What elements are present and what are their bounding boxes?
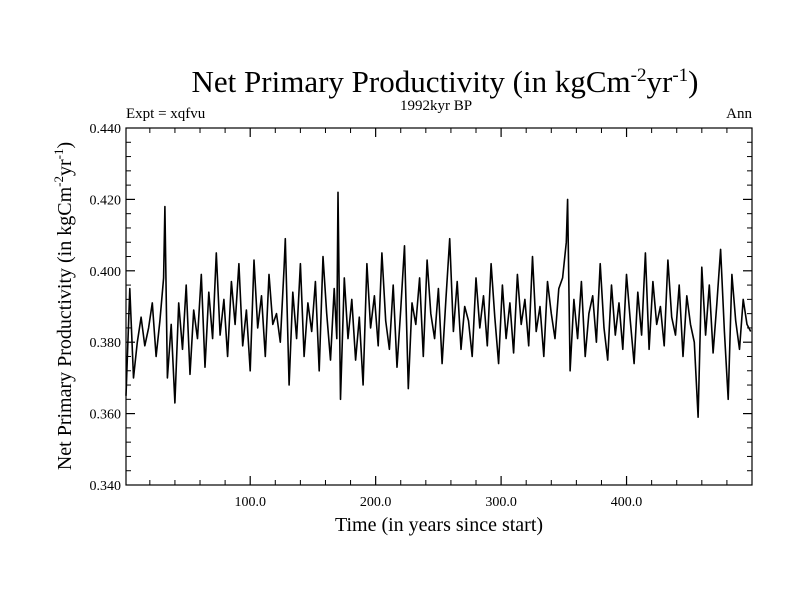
experiment-label: Expt = xqfvu <box>126 106 206 122</box>
y-axis-title-end: ) <box>54 142 76 149</box>
season-label: Ann <box>726 106 752 122</box>
plot-frame <box>125 127 753 486</box>
x-axis-title: Time (in years since start) <box>335 514 543 536</box>
y-tick-label: 0.340 <box>90 479 122 494</box>
chart-title-end: ) <box>688 64 698 99</box>
chart-title: Net Primary Productivity (in kgCm-2yr-1) <box>192 64 699 99</box>
x-tick-label: 100.0 <box>234 495 266 510</box>
chart-title-mid: yr <box>646 64 673 99</box>
y-tick-label: 0.360 <box>90 408 122 423</box>
period-label: 1992kyr BP <box>400 98 472 114</box>
y-axis-title: Net Primary Productivity (in kgCm-2yr-1) <box>51 142 76 470</box>
x-tick-label: 400.0 <box>611 495 643 510</box>
y-axis-title-mid: yr <box>54 159 76 176</box>
y-axis-title-exp2: -1 <box>51 149 66 160</box>
x-tick-label: 200.0 <box>360 495 392 510</box>
chart-title-exp1: -2 <box>631 65 647 86</box>
npp-series-line <box>125 191 752 419</box>
y-tick-label: 0.380 <box>90 336 122 351</box>
chart-title-exp2: -1 <box>672 65 688 86</box>
x-tick-label: 300.0 <box>485 495 517 510</box>
y-axis-tick-labels: 0.340 0.360 0.380 0.400 0.420 0.440 <box>90 122 122 494</box>
chart-title-main: Net Primary Productivity (in kgCm <box>192 64 631 99</box>
y-axis-title-exp1: -2 <box>51 176 66 187</box>
x-axis-tick-labels: 100.0 200.0 300.0 400.0 <box>234 495 642 510</box>
x-axis-ticks <box>149 128 728 485</box>
y-tick-label: 0.440 <box>90 122 122 137</box>
y-axis-title-main: Net Primary Productivity (in kgCm <box>54 186 76 470</box>
y-tick-label: 0.400 <box>90 265 122 280</box>
y-tick-label: 0.420 <box>90 193 122 208</box>
